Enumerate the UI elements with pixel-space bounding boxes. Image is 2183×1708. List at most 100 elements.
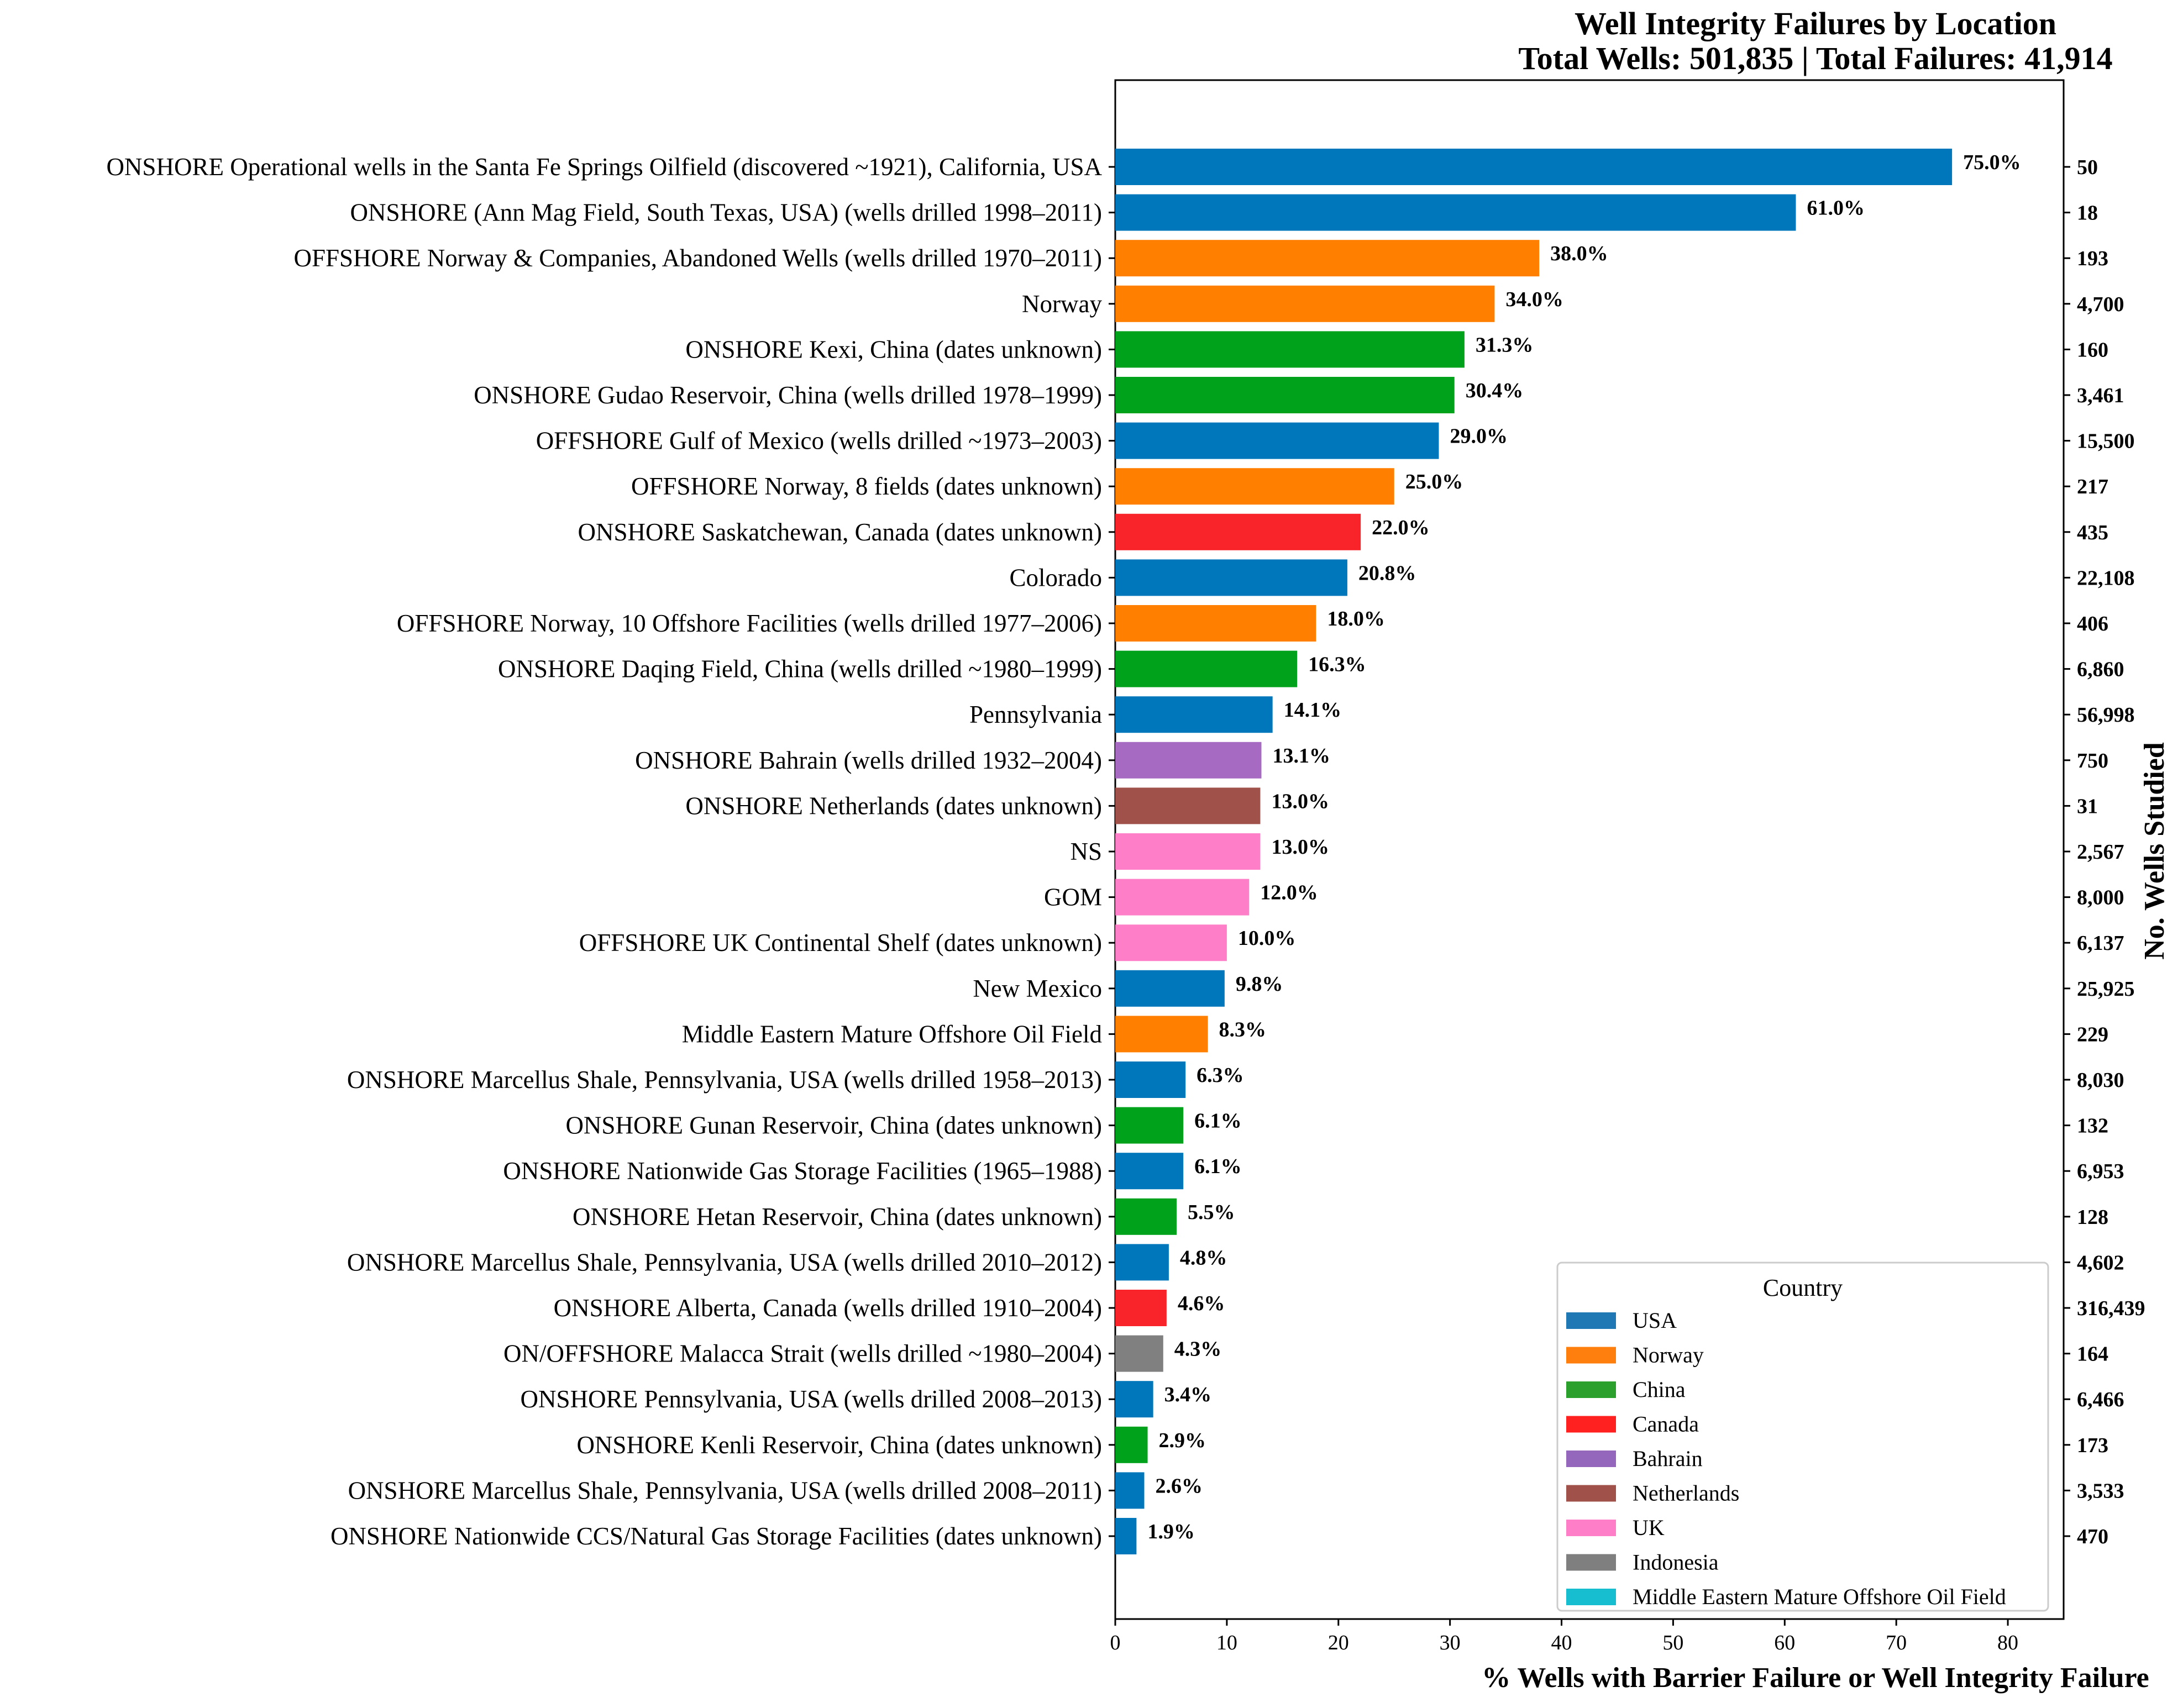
wells-count-label: 31 (2077, 795, 2098, 818)
category-label: ONSHORE Nationwide Gas Storage Facilitie… (503, 1157, 1102, 1185)
data-label: 61.0% (1807, 197, 1865, 220)
data-label: 1.9% (1147, 1520, 1195, 1543)
x-tick-label: 40 (1551, 1631, 1572, 1654)
category-label: OFFSHORE Gulf of Mexico (wells drilled ~… (536, 427, 1102, 455)
data-label: 30.4% (1466, 379, 1524, 402)
wells-count-label: 4,700 (2077, 293, 2124, 316)
wells-count-label: 470 (2077, 1525, 2108, 1548)
data-label: 13.1% (1272, 744, 1330, 768)
bar (1115, 833, 1261, 870)
bar (1115, 879, 1250, 916)
data-label: 2.9% (1159, 1429, 1206, 1452)
category-label: NS (1070, 838, 1102, 865)
data-label: 6.1% (1194, 1110, 1242, 1133)
bar (1115, 559, 1347, 596)
data-label: 34.0% (1505, 288, 1563, 311)
bar (1115, 1198, 1177, 1235)
data-label: 14.1% (1284, 698, 1342, 722)
bar (1115, 1426, 1148, 1463)
wells-count-label: 132 (2077, 1115, 2108, 1138)
wells-count-label: 6,466 (2077, 1388, 2124, 1411)
bar (1115, 924, 1227, 961)
legend-title: Country (1763, 1274, 1843, 1301)
category-label: ONSHORE Nationwide CCS/Natural Gas Stora… (330, 1522, 1102, 1550)
bar (1115, 1518, 1137, 1554)
legend-entry-label: Canada (1633, 1412, 1699, 1437)
category-label: ONSHORE Gudao Reservoir, China (wells dr… (474, 381, 1102, 409)
category-label: ONSHORE Kexi, China (dates unknown) (685, 335, 1102, 363)
wells-count-label: 128 (2077, 1206, 2108, 1229)
category-label: Pennsylvania (969, 701, 1102, 728)
category-label: ONSHORE Bahrain (wells drilled 1932–2004… (635, 747, 1102, 774)
wells-count-label: 50 (2077, 156, 2098, 179)
wells-count-label: 316,439 (2077, 1297, 2145, 1320)
x-tick-label: 50 (1662, 1631, 1683, 1654)
wells-count-label: 435 (2077, 521, 2108, 544)
wells-count-label: 8,000 (2077, 886, 2124, 910)
legend-entry-label: Netherlands (1633, 1481, 1739, 1506)
legend-swatch (1566, 1312, 1616, 1329)
category-label: Middle Eastern Mature Offshore Oil Field (682, 1020, 1102, 1048)
category-label: OFFSHORE Norway & Companies, Abandoned W… (293, 244, 1102, 272)
data-label: 6.3% (1197, 1064, 1244, 1087)
wells-count-label: 193 (2077, 247, 2108, 270)
data-label: 13.0% (1271, 835, 1329, 859)
data-label: 10.0% (1238, 927, 1296, 950)
bar (1115, 1290, 1167, 1326)
bars-group (1115, 149, 1953, 1554)
legend-swatch (1566, 1589, 1616, 1605)
legend-entry-label: China (1633, 1377, 1686, 1402)
bar (1115, 285, 1495, 322)
category-label: ONSHORE Marcellus Shale, Pennsylvania, U… (347, 1248, 1102, 1276)
category-label: OFFSHORE Norway, 8 fields (dates unknown… (631, 472, 1102, 500)
wells-count-label: 15,500 (2077, 430, 2135, 453)
x-axis-title: % Wells with Barrier Failure or Well Int… (1482, 1662, 2149, 1694)
data-label: 29.0% (1450, 425, 1508, 448)
data-label: 3.4% (1164, 1383, 1212, 1406)
wells-count-label: 6,860 (2077, 658, 2124, 681)
category-label: ONSHORE Saskatchewan, Canada (dates unkn… (578, 518, 1102, 546)
category-label: New Mexico (973, 975, 1102, 1002)
wells-count-label: 217 (2077, 475, 2108, 498)
bar (1115, 970, 1225, 1007)
legend: Country USA Norway China Canada Bahrain Nether… (1556, 1262, 2049, 1612)
legend-swatch (1566, 1381, 1616, 1398)
data-label: 22.0% (1372, 516, 1430, 539)
data-label: 13.0% (1271, 790, 1329, 813)
x-tick-label: 0 (1110, 1631, 1121, 1654)
data-label: 16.3% (1308, 653, 1366, 676)
category-label: ONSHORE Pennsylvania, USA (wells drilled… (521, 1385, 1102, 1413)
x-axis: 0 10 20 30 40 50 60 70 80 (1110, 1619, 2018, 1654)
category-label: Colorado (1010, 564, 1102, 591)
data-label: 4.6% (1178, 1292, 1225, 1315)
data-label: 38.0% (1550, 242, 1608, 265)
data-label: 2.6% (1155, 1474, 1203, 1497)
category-label: OFFSHORE UK Continental Shelf (dates unk… (579, 929, 1102, 957)
wells-count-label: 160 (2077, 338, 2108, 361)
category-label: ONSHORE Kenli Reservoir, China (dates un… (576, 1431, 1102, 1459)
legend-entry-label: UK (1633, 1515, 1665, 1540)
category-label: ONSHORE Gunan Reservoir, China (dates un… (565, 1112, 1102, 1139)
legend-swatch (1566, 1347, 1616, 1364)
bar (1115, 650, 1298, 687)
chart-subtitle: Total Wells: 501,835 | Total Failures: 4… (1518, 40, 2112, 76)
bar (1115, 605, 1316, 642)
wells-count-label: 3,461 (2077, 384, 2124, 407)
data-label: 75.0% (1963, 151, 2021, 174)
data-label: 4.3% (1174, 1338, 1222, 1361)
secondary-y-axis-title: No. Wells Studied (2139, 742, 2170, 960)
x-tick-label: 10 (1216, 1631, 1237, 1654)
wells-count-label: 18 (2077, 202, 2098, 225)
legend-entry-label: Indonesia (1633, 1550, 1719, 1575)
data-label: 4.8% (1180, 1246, 1227, 1269)
bar (1115, 422, 1439, 459)
wells-count-label: 406 (2077, 612, 2108, 635)
wells-count-label: 4,602 (2077, 1251, 2124, 1274)
wells-count-label: 22,108 (2077, 566, 2135, 590)
data-label: 31.3% (1476, 333, 1534, 356)
chart-title: Well Integrity Failures by Location (1575, 6, 2056, 41)
x-tick-label: 20 (1328, 1631, 1349, 1654)
wells-count-label: 173 (2077, 1434, 2108, 1457)
x-tick-label: 60 (1774, 1631, 1795, 1654)
